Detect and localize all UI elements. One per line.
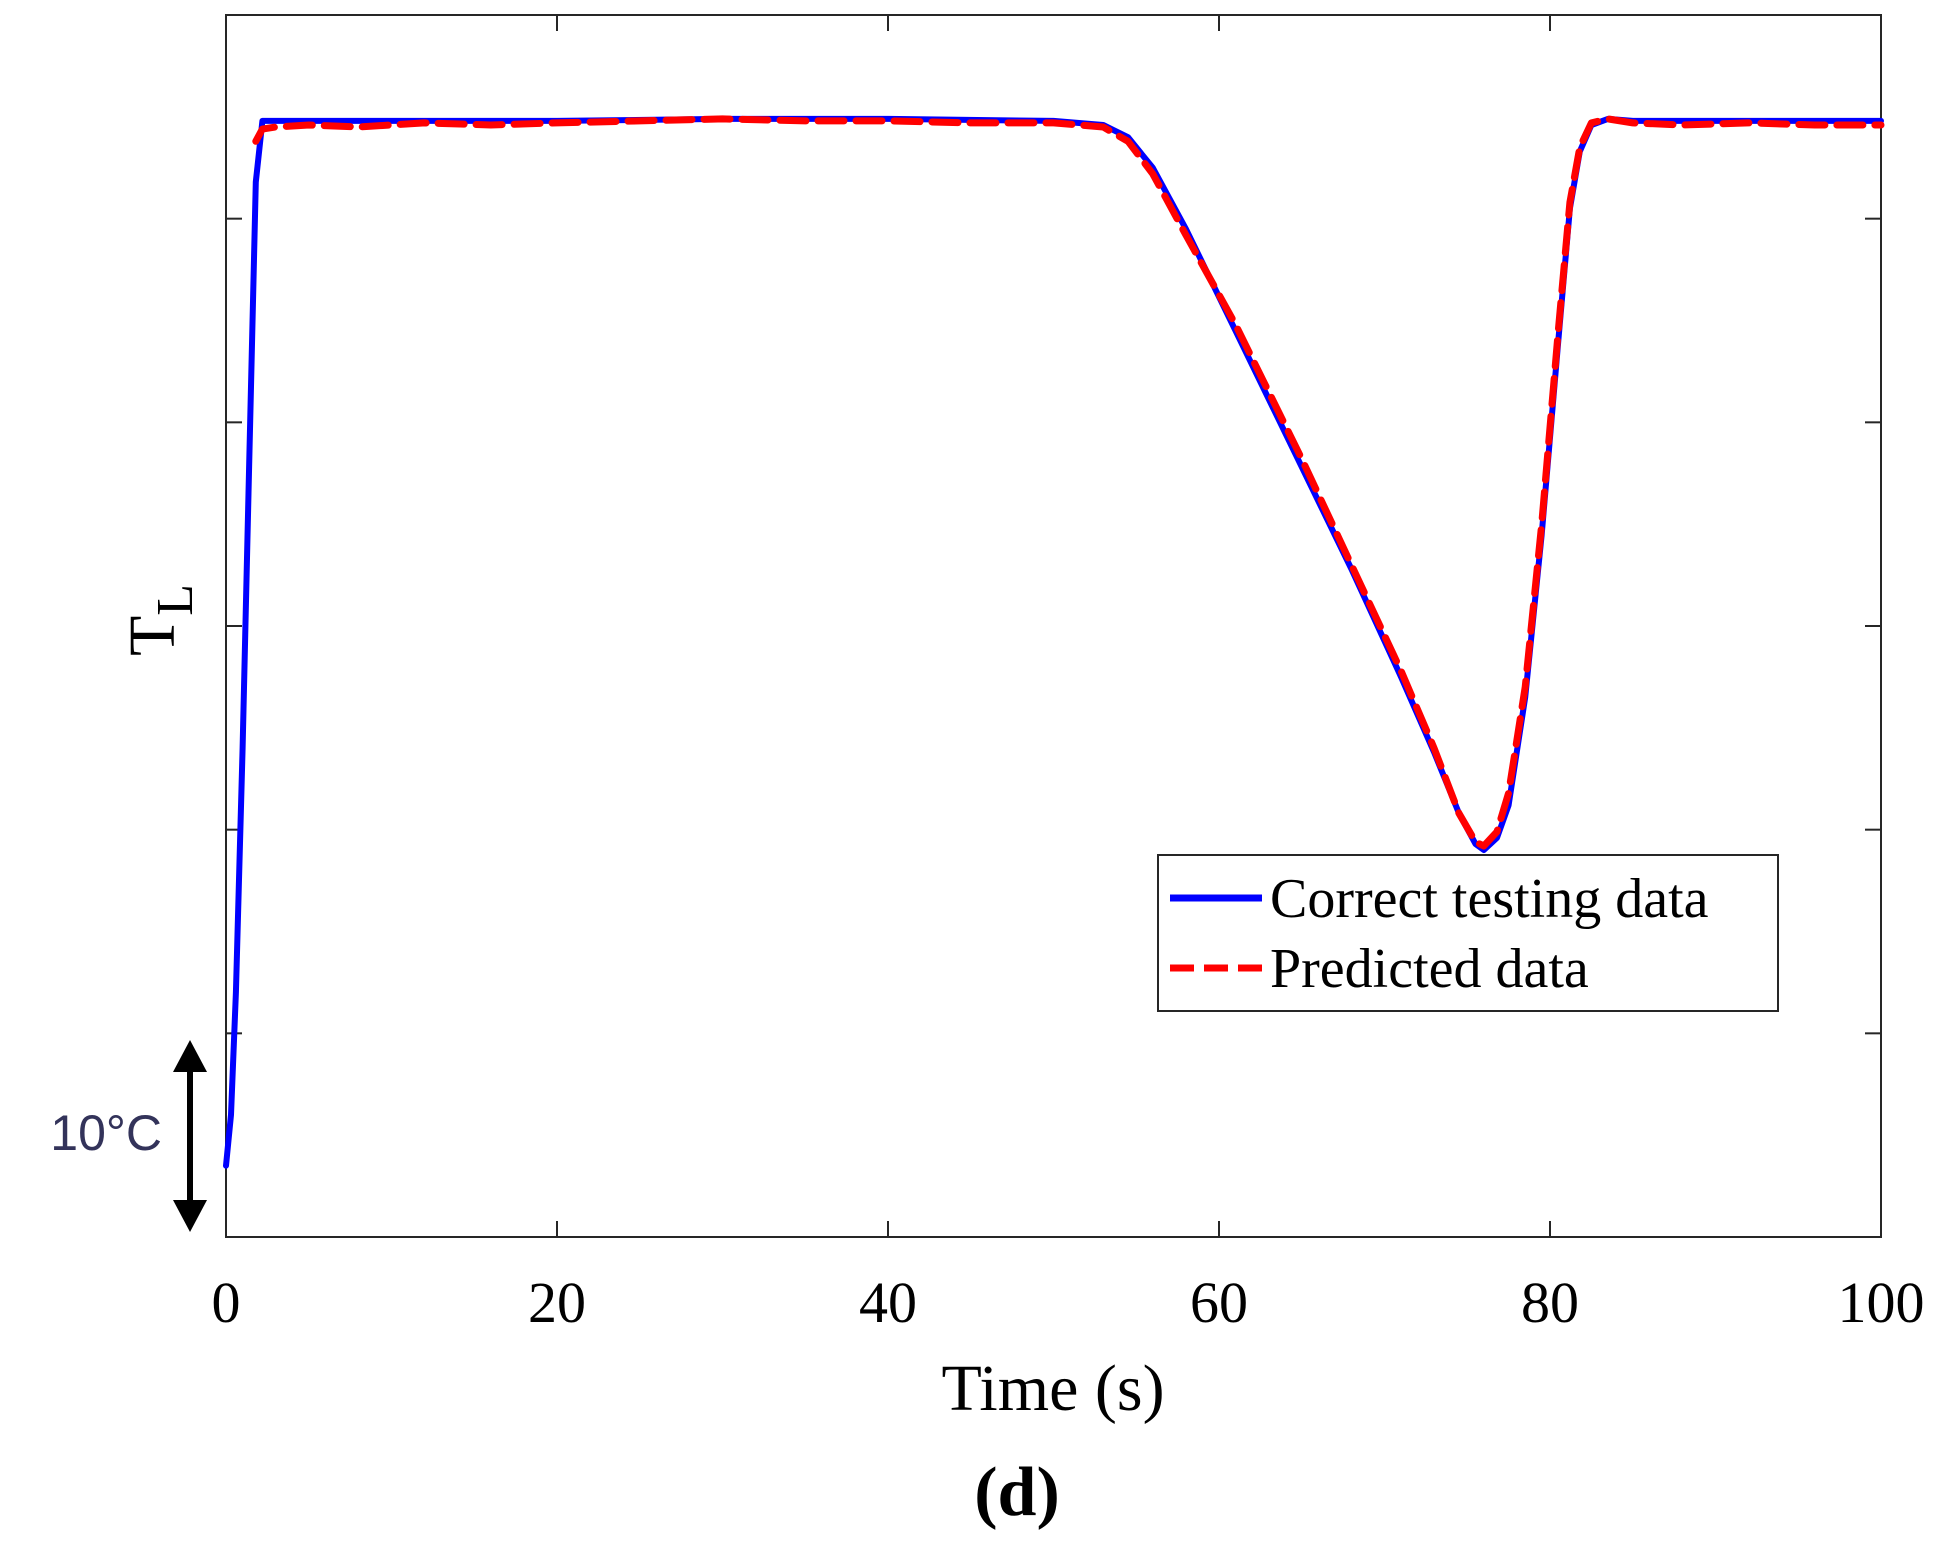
scale-arrow-head-down	[173, 1200, 207, 1232]
x-tick-label: 60	[1190, 1270, 1248, 1335]
scale-arrow-head-up	[173, 1040, 207, 1072]
svg-text:TL: TL	[116, 584, 204, 656]
series-line-predicted	[252, 115, 1885, 850]
x-tick-label: 0	[212, 1270, 241, 1335]
legend-label-correct: Correct testing data	[1270, 868, 1709, 930]
axis-ticks	[225, 14, 1882, 1237]
y-axis-label-group: TL	[116, 584, 204, 656]
panel-label: (d)	[974, 1454, 1060, 1531]
legend-label-predicted: Predicted data	[1270, 938, 1589, 1000]
legend: Correct testing data Predicted data	[1157, 854, 1779, 1012]
series-layer	[223, 115, 1885, 1169]
y-axis-label-subscript: L	[147, 584, 204, 616]
plot-frame	[225, 14, 1882, 1238]
x-tick-label: 40	[859, 1270, 917, 1335]
x-tick-label: 100	[1838, 1270, 1925, 1335]
x-tick-label: 80	[1521, 1270, 1579, 1335]
scale-annotation-label: 10°C	[50, 1105, 162, 1161]
legend-box	[1157, 854, 1779, 1012]
scale-annotation: 10°C	[50, 1040, 207, 1232]
x-tick-label: 20	[528, 1270, 586, 1335]
x-tick-labels: 0 20 40 60 80 100	[212, 1270, 1925, 1335]
x-axis-label: Time (s)	[941, 1352, 1164, 1425]
y-axis-label: T	[116, 616, 189, 656]
